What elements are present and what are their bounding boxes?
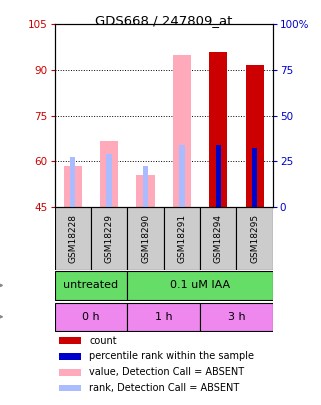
Bar [55,271,127,300]
Bar [107,153,112,207]
Bar [127,271,273,300]
Text: GSM18290: GSM18290 [141,214,150,263]
Bar [64,166,82,207]
Bar [55,207,91,270]
Text: rank, Detection Call = ABSENT: rank, Detection Call = ABSENT [90,383,240,393]
Text: GSM18294: GSM18294 [214,214,223,263]
Text: count: count [90,336,117,346]
Bar [127,303,200,331]
Bar [200,303,273,331]
Bar [59,369,81,375]
Text: GSM18229: GSM18229 [105,214,114,263]
Text: percentile rank within the sample: percentile rank within the sample [90,352,255,361]
Bar [59,353,81,360]
Text: GDS668 / 247809_at: GDS668 / 247809_at [95,14,232,27]
Bar [173,55,191,207]
Text: 1 h: 1 h [155,312,172,322]
Bar [237,207,273,270]
Text: 0 h: 0 h [82,312,100,322]
Text: GSM18295: GSM18295 [250,214,259,263]
Bar [100,141,118,207]
Bar [136,175,155,207]
Bar [91,207,127,270]
Bar [252,147,257,207]
Bar [200,207,237,270]
Bar [127,207,164,270]
Text: untreated: untreated [63,280,118,290]
Text: 3 h: 3 h [228,312,245,322]
Bar [59,384,81,391]
Text: value, Detection Call = ABSENT: value, Detection Call = ABSENT [90,367,245,377]
Text: 0.1 uM IAA: 0.1 uM IAA [170,280,230,290]
Bar [209,52,227,207]
Text: GSM18228: GSM18228 [68,214,77,263]
Bar [215,145,221,207]
Text: GSM18291: GSM18291 [178,214,187,263]
Bar [59,337,81,344]
Bar [246,65,264,207]
Bar [55,303,127,331]
Bar [164,207,200,270]
Bar [70,157,75,207]
Bar [179,145,185,207]
Bar [143,166,148,207]
